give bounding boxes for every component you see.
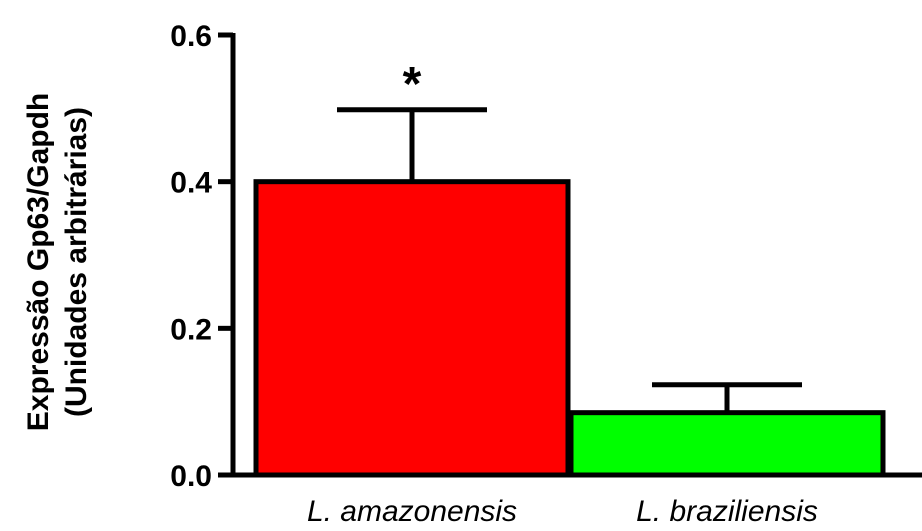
x-category-label: L. braziliensis (636, 495, 818, 528)
bar (568, 410, 886, 478)
significance-marker: * (403, 58, 422, 111)
y-tick-label: 0.4 (170, 167, 212, 200)
x-category-label: L. amazonensis (307, 495, 517, 528)
y-tick-label: 0.0 (170, 460, 212, 493)
y-axis-label-line2: (Unidades arbitrárias) (60, 107, 93, 417)
y-axis-label-line1: Expressão Gp63/Gapdh (22, 93, 55, 431)
bars: * (253, 58, 886, 478)
y-axis-ticks: 0.0 0.2 0.4 0.6 (170, 20, 233, 493)
y-tick-label: 0.6 (170, 20, 212, 53)
y-axis-label: Expressão Gp63/Gapdh (Unidades arbitrári… (22, 93, 93, 431)
bar (253, 179, 571, 478)
y-tick-label: 0.2 (170, 313, 212, 346)
x-axis-categories: L. amazonensis L. braziliensis (307, 495, 818, 528)
